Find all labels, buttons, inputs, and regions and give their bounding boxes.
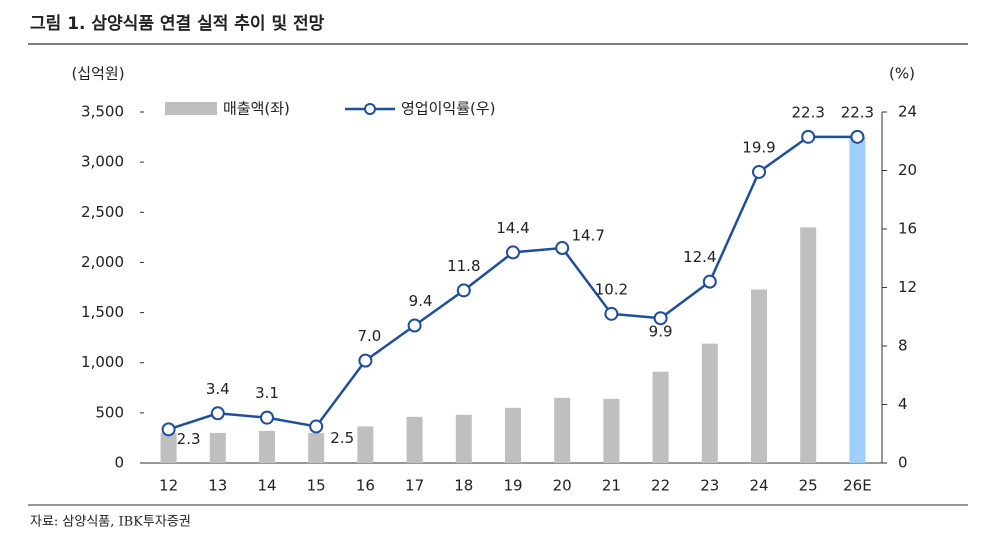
marker (850, 129, 865, 144)
x-tick-label: 13 (208, 477, 227, 495)
bar (554, 397, 571, 463)
y-tick-label: 1,000 (81, 353, 124, 371)
bar (308, 432, 325, 463)
y2-tick-label: 0 (898, 454, 908, 472)
bar (357, 426, 374, 463)
marker (161, 422, 176, 437)
marker (358, 353, 373, 368)
marker (653, 311, 668, 326)
bar (259, 430, 275, 463)
x-tick-label: 24 (749, 477, 768, 495)
y2-tick-label: 12 (898, 278, 917, 296)
y2-tick-label: 24 (898, 103, 917, 121)
data-label: 2.5 (330, 429, 354, 447)
bar (160, 432, 177, 463)
data-label: 22.3 (791, 103, 824, 121)
bar (603, 398, 620, 463)
data-label: 7.0 (357, 327, 381, 345)
y-tick-label: 3,500 (81, 103, 124, 121)
marker (260, 410, 274, 425)
legend-label: 매출액(좌) (223, 100, 290, 118)
x-tick-label: 14 (257, 477, 276, 495)
marker (604, 306, 619, 321)
legend-marker (364, 103, 376, 115)
legend-swatch (165, 102, 217, 115)
x-tick-label: 15 (307, 477, 326, 495)
y2-tick-label: 4 (898, 395, 908, 413)
data-label: 9.9 (649, 323, 673, 341)
x-tick-label: 22 (651, 477, 670, 495)
y-tick-label: 2,000 (81, 253, 124, 271)
bar (849, 137, 866, 464)
data-label: 2.3 (177, 430, 201, 448)
bar (455, 414, 472, 463)
bar (505, 407, 521, 463)
y2-tick-label: 16 (898, 220, 917, 238)
y-tick-label: 3,000 (81, 153, 124, 171)
data-label: 14.4 (496, 219, 529, 237)
data-label: 9.4 (409, 292, 433, 310)
x-tick-label: 20 (553, 477, 572, 495)
y-tick-label: 1,500 (81, 303, 124, 321)
y2-axis-title: (%) (889, 65, 915, 83)
marker (506, 245, 520, 260)
bar (209, 432, 226, 463)
marker (555, 241, 570, 256)
source: 자료: 삼양식품, IBK투자증권 (30, 515, 191, 530)
legend-label: 영업이익률(우) (401, 100, 496, 118)
marker (702, 274, 717, 289)
chart-title: 그림 1. 삼양식품 연결 실적 추이 및 전망 (30, 14, 325, 34)
data-label: 12.4 (683, 248, 716, 266)
data-label: 19.9 (742, 138, 775, 156)
marker (309, 419, 324, 434)
x-tick-label: 12 (159, 477, 178, 495)
bar (406, 416, 423, 463)
y-tick-label: 0 (114, 454, 124, 472)
bar (751, 289, 767, 463)
x-tick-label: 25 (799, 477, 818, 495)
bar (800, 227, 817, 463)
x-tick-label: 23 (700, 477, 719, 495)
y-tick-label: 500 (95, 403, 124, 421)
data-label: 14.7 (571, 227, 604, 245)
x-tick-label: 21 (602, 477, 621, 495)
data-label: 3.4 (206, 380, 230, 398)
marker (210, 406, 225, 421)
marker (801, 129, 816, 144)
x-tick-label: 19 (503, 477, 522, 495)
data-label: 22.3 (841, 103, 874, 121)
x-tick-label: 16 (356, 477, 375, 495)
x-tick-label: 17 (405, 477, 424, 495)
y-tick-label: 2,500 (81, 203, 124, 221)
y-axis-title: (십억원) (71, 65, 124, 83)
marker (752, 164, 766, 179)
marker (407, 318, 422, 333)
marker (456, 283, 471, 298)
x-tick-label: 18 (454, 477, 473, 495)
bar (652, 371, 669, 463)
y2-tick-label: 20 (898, 161, 917, 179)
data-label: 11.8 (447, 257, 480, 275)
data-label: 10.2 (595, 280, 628, 298)
data-label: 3.1 (255, 384, 279, 402)
x-tick-label: 26E (843, 477, 872, 495)
bar (701, 343, 718, 463)
y2-tick-label: 8 (898, 337, 908, 355)
